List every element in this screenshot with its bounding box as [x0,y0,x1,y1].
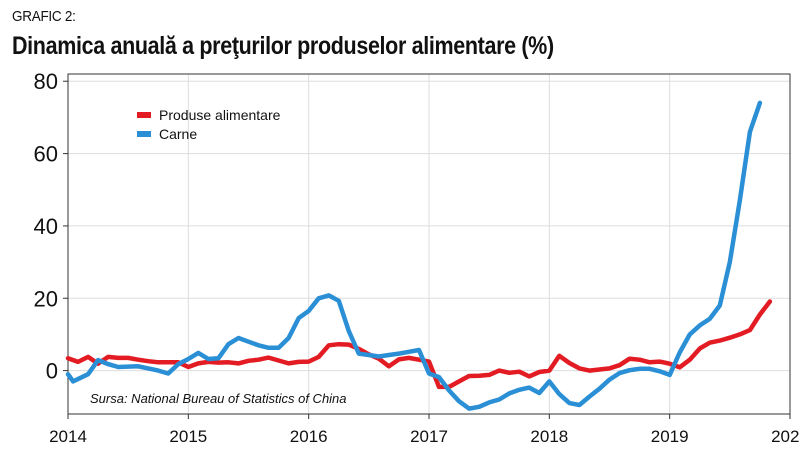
y-tick-label: 40 [34,214,58,239]
chart-title: Dinamica anuală a preţurilor produselor … [12,32,554,60]
x-tick-label: 2018 [530,427,568,446]
series-lines [65,100,773,411]
legend: Produse alimentare Carne [137,107,281,142]
x-axis-ticks: 2014 2015 2016 2017 2018 2019 2020 [49,414,800,446]
legend-label: Produse alimentare [159,107,281,123]
legend-label: Carne [159,126,197,142]
x-tick-label: 2014 [49,427,87,446]
x-tick-label: 2016 [290,427,328,446]
series-line-food [65,299,773,390]
x-tick-label: 2017 [410,427,448,446]
x-tick-label: 2015 [169,427,207,446]
y-tick-label: 80 [34,69,58,94]
x-tick-label: 2019 [651,427,689,446]
chart-kicker: GRAFIC 2: [12,8,76,25]
source-note: Sursa: National Bureau of Statistics of … [90,391,347,406]
y-tick-label: 60 [34,142,58,167]
series-line-meat [65,100,763,411]
x-tick-label: 2020 [771,427,800,446]
y-tick-label: 0 [46,359,58,384]
y-tick-label: 20 [34,286,58,311]
y-axis-ticks: 0 20 40 60 80 [34,69,68,384]
